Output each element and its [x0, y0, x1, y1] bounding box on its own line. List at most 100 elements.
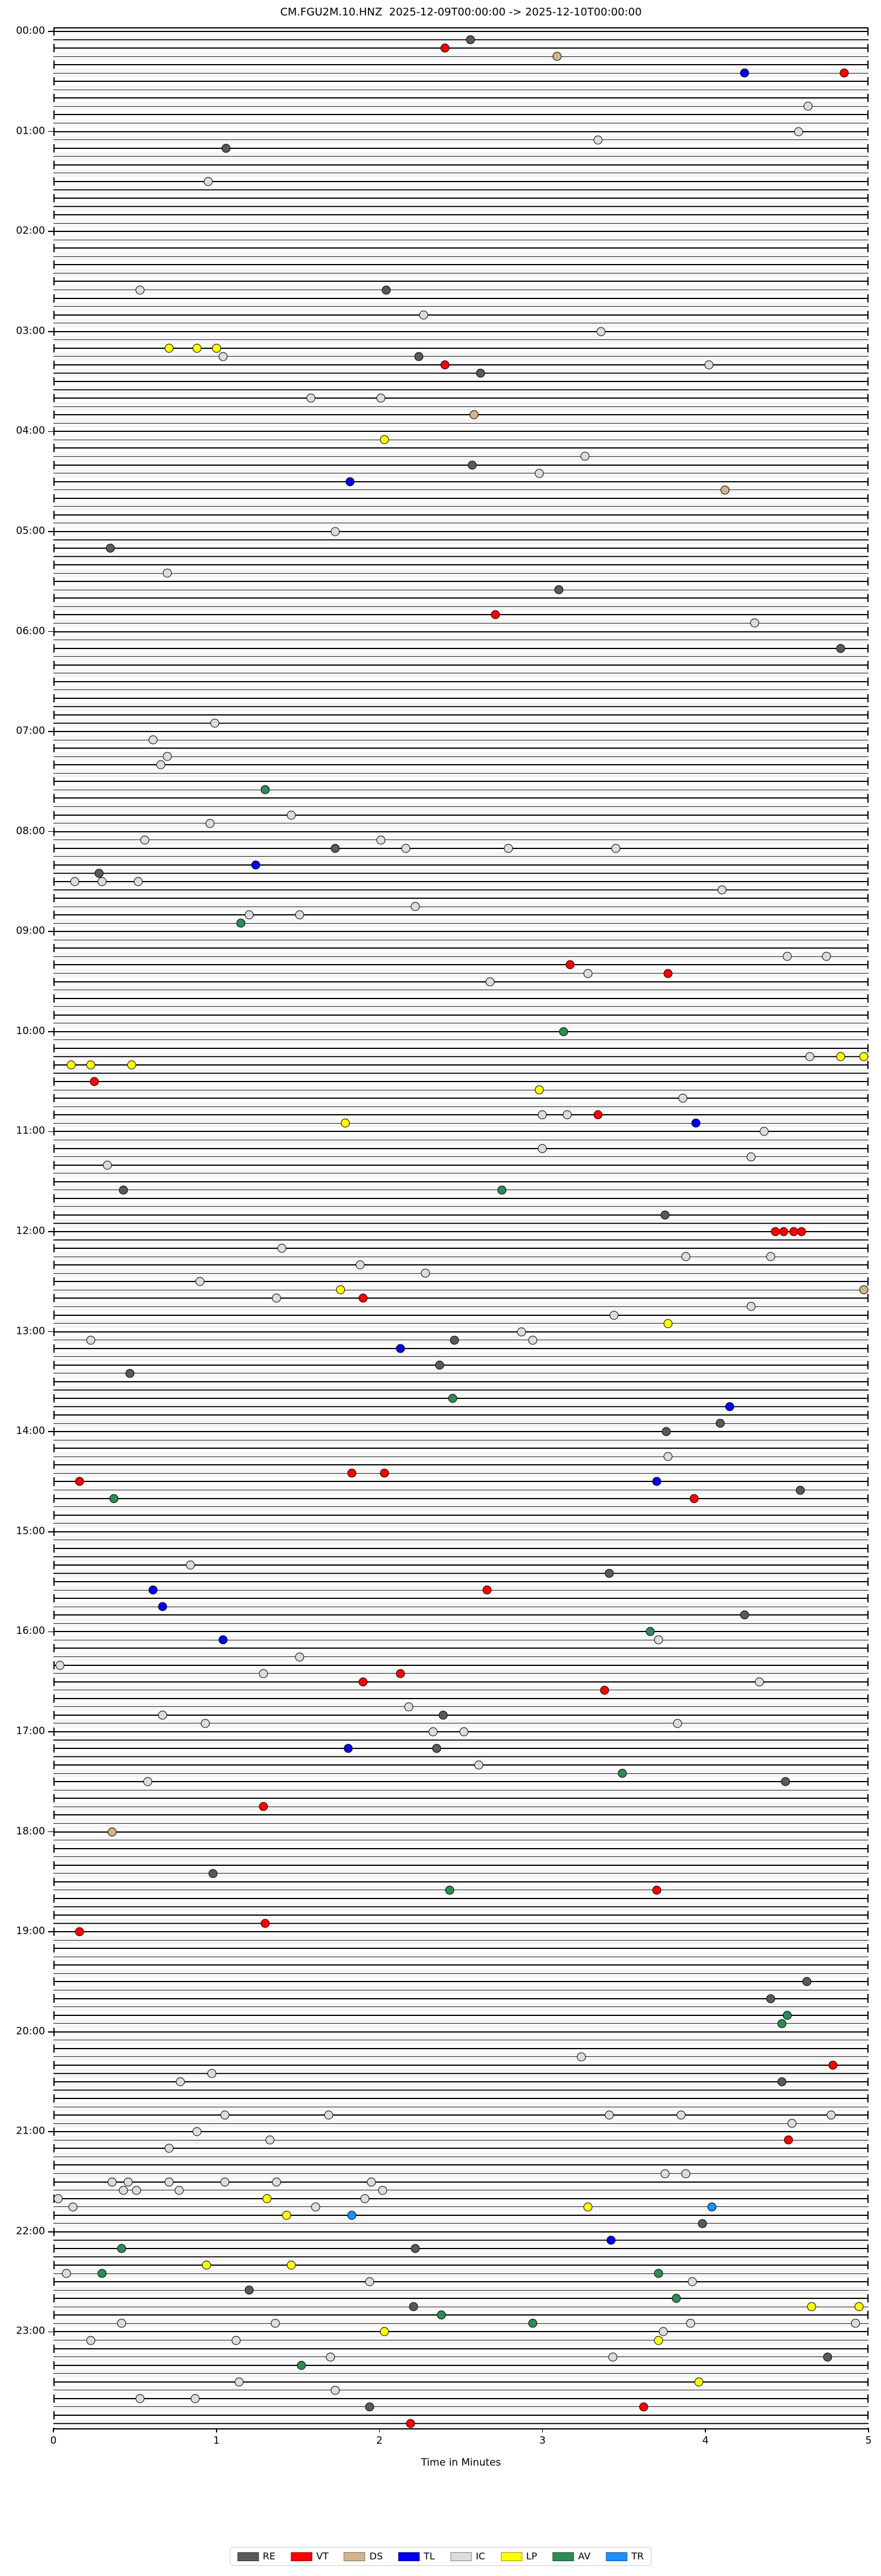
event-marker	[746, 1302, 756, 1311]
trace-line	[53, 1939, 869, 1941]
trace-line	[53, 497, 869, 499]
trace-line	[53, 1064, 869, 1066]
event-marker	[231, 2336, 241, 2345]
trace-line	[53, 748, 869, 749]
x-tick-label: 3	[539, 2435, 546, 2447]
y-tick-label: 12:00	[16, 1225, 45, 1238]
trace-line	[53, 2314, 869, 2316]
event-marker	[608, 2352, 618, 2362]
trace-line	[53, 1081, 869, 1083]
event-marker	[659, 2327, 668, 2336]
trace-line	[53, 1181, 869, 1182]
event-marker	[537, 1144, 547, 1153]
event-marker	[409, 2302, 418, 2311]
trace-line	[53, 1856, 869, 1858]
trace-line	[53, 2064, 869, 2066]
trace-line	[53, 1456, 869, 1457]
event-marker	[272, 2177, 281, 2187]
legend-item-av: AV	[552, 2552, 590, 2561]
legend-item-ic: IC	[450, 2552, 485, 2561]
y-tick-label: 05:00	[16, 525, 45, 538]
trace-line	[53, 1423, 869, 1424]
trace-line	[53, 680, 869, 682]
trace-line	[53, 2364, 869, 2366]
trace-line	[53, 2139, 869, 2141]
trace-line	[53, 2323, 869, 2324]
event-marker	[66, 1060, 76, 1070]
y-tick-label: 22:00	[16, 2225, 45, 2238]
trace-line	[53, 923, 869, 924]
trace-line	[53, 2181, 869, 2183]
trace-line	[53, 339, 869, 341]
event-marker	[244, 2285, 254, 2295]
trace-line	[53, 1389, 869, 1391]
event-marker	[605, 2110, 614, 2120]
trace-line	[53, 1739, 869, 1741]
trace-line	[53, 464, 869, 466]
trace-line	[53, 797, 869, 799]
event-marker	[259, 1669, 268, 1678]
trace-line	[53, 2247, 869, 2249]
event-marker	[783, 952, 792, 961]
event-marker	[103, 1160, 112, 1170]
event-marker	[125, 1369, 135, 1378]
trace-line	[53, 956, 869, 957]
trace-line	[53, 856, 869, 857]
trace-line	[53, 1847, 869, 1849]
event-marker	[681, 1252, 691, 1261]
y-tick-label: 07:00	[16, 725, 45, 737]
event-marker	[593, 1110, 603, 1120]
y-tick-label: 23:00	[16, 2325, 45, 2338]
trace-line	[53, 1297, 869, 1299]
event-marker	[220, 2177, 230, 2187]
trace-line	[53, 1047, 869, 1049]
event-marker	[440, 43, 450, 53]
trace-line	[53, 1823, 869, 1824]
event-marker	[593, 135, 603, 145]
event-marker	[86, 2336, 96, 2345]
trace-line	[53, 1581, 869, 1583]
trace-line	[53, 2014, 869, 2016]
y-tick	[48, 131, 53, 132]
trace-line	[53, 781, 869, 783]
trace-line	[53, 39, 869, 40]
event-marker	[380, 2327, 389, 2336]
event-marker	[428, 1727, 438, 1737]
event-marker	[311, 2202, 320, 2212]
trace-line	[53, 431, 869, 432]
trace-line	[53, 114, 869, 116]
legend-label: LP	[526, 2550, 537, 2562]
event-marker	[287, 2260, 296, 2270]
trace-line	[53, 581, 869, 583]
event-marker	[698, 2219, 707, 2228]
event-marker	[438, 1710, 448, 1720]
trace-line	[53, 772, 869, 774]
y-tick	[48, 1631, 53, 1633]
y-tick	[48, 431, 53, 432]
y-tick	[48, 931, 53, 933]
event-marker	[474, 1760, 484, 1770]
trace-line	[53, 256, 869, 257]
event-marker	[262, 2194, 272, 2203]
event-marker	[326, 2352, 335, 2362]
event-marker	[577, 2052, 586, 2062]
y-tick-label: 20:00	[16, 2025, 45, 2037]
event-marker	[345, 477, 355, 486]
event-marker	[779, 1227, 788, 1236]
trace-line	[53, 981, 869, 982]
y-tick	[48, 1731, 53, 1732]
event-marker	[672, 2294, 681, 2303]
trace-line	[53, 548, 869, 549]
trace-line	[53, 97, 869, 99]
event-marker	[654, 1635, 663, 1645]
trace-line	[53, 573, 869, 574]
trace-line	[53, 706, 869, 707]
event-marker	[802, 1977, 812, 1986]
trace-line	[53, 1506, 869, 1508]
event-marker	[654, 2336, 663, 2345]
legend-label: AV	[578, 2550, 591, 2562]
event-marker	[663, 1319, 673, 1328]
event-marker	[678, 1093, 688, 1103]
trace-line	[53, 2331, 869, 2333]
